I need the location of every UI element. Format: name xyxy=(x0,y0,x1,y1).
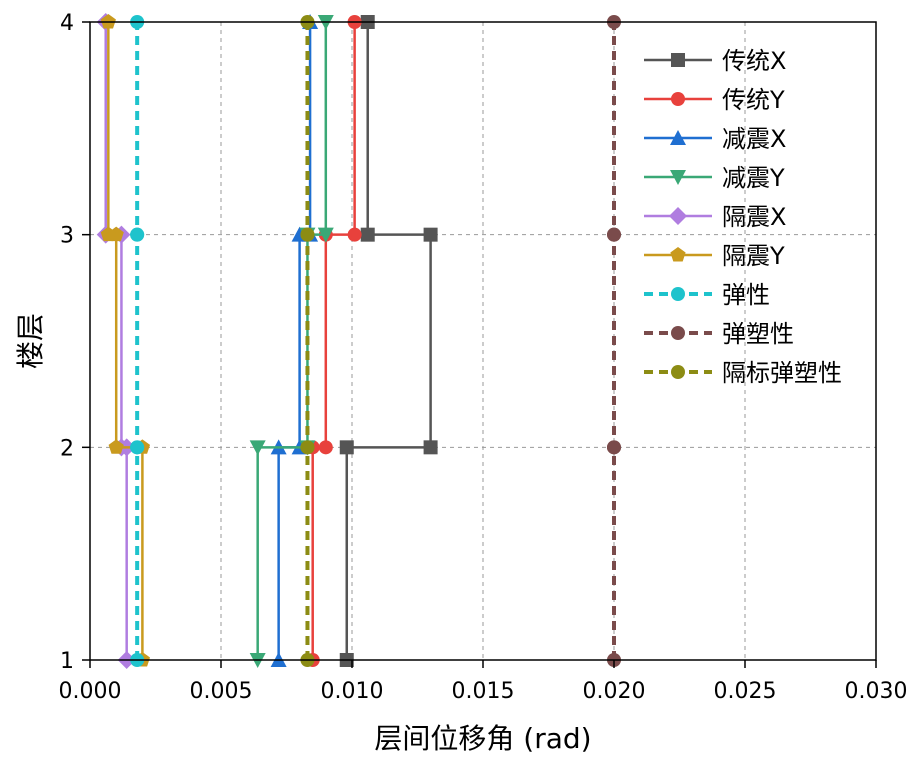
series-line xyxy=(311,22,356,660)
series-layer xyxy=(96,13,621,669)
legend-marker xyxy=(671,287,685,301)
data-point xyxy=(317,227,334,243)
data-point xyxy=(339,440,354,455)
legend-item-5: 隔震X xyxy=(644,203,786,231)
x-tick-label: 0.015 xyxy=(452,679,515,704)
series-2 xyxy=(305,15,362,667)
series-4 xyxy=(249,15,334,668)
data-point xyxy=(607,440,621,455)
legend-item-3: 减震X xyxy=(644,125,786,153)
legend-marker xyxy=(669,207,687,225)
legend-item-8: 弹塑性 xyxy=(644,320,794,348)
x-tick-label: 0.000 xyxy=(59,679,122,704)
x-tick-label: 0.025 xyxy=(714,679,777,704)
series-7 xyxy=(130,15,145,667)
data-point xyxy=(249,440,266,456)
legend-marker xyxy=(670,130,686,145)
series-1 xyxy=(339,15,438,667)
series-3 xyxy=(270,14,319,667)
legend-item-1: 传统X xyxy=(644,47,786,75)
legend-label: 减震X xyxy=(722,125,786,153)
legend-marker xyxy=(671,53,685,67)
y-tick-label: 4 xyxy=(60,11,74,36)
series-6 xyxy=(100,14,151,667)
legend-label: 弹塑性 xyxy=(722,320,794,348)
data-point xyxy=(423,440,438,455)
y-tick-label: 1 xyxy=(60,649,74,674)
data-point xyxy=(360,227,375,242)
x-axis-label: 层间位移角 (rad) xyxy=(374,722,591,755)
y-axis-label: 楼层 xyxy=(14,313,47,369)
legend-marker xyxy=(670,247,686,262)
axes-layer: 0.000 0.005 0.010 0.015 0.020 0.025 0.030 1 2 3 4 xyxy=(59,11,908,704)
legend-label: 传统Y xyxy=(722,86,785,114)
legend-marker xyxy=(671,365,685,379)
legend-item-6: 隔震Y xyxy=(644,242,785,270)
legend-marker xyxy=(671,92,685,106)
series-line xyxy=(256,22,328,660)
x-tick-label: 0.010 xyxy=(321,679,384,704)
series-line xyxy=(107,22,144,660)
x-tick-label: 0.020 xyxy=(583,679,646,704)
legend-label: 隔震Y xyxy=(722,242,785,270)
series-line xyxy=(104,22,128,660)
legend-label: 弹性 xyxy=(722,281,770,309)
data-point xyxy=(108,439,124,454)
data-point xyxy=(423,227,438,242)
legend-item-4: 减震Y xyxy=(644,164,785,192)
data-point xyxy=(130,227,145,242)
legend-label: 传统X xyxy=(722,47,786,75)
data-point xyxy=(607,227,621,242)
series-line xyxy=(277,22,312,660)
data-point xyxy=(300,440,315,455)
data-point xyxy=(130,440,145,455)
data-point xyxy=(100,14,116,29)
series-8 xyxy=(607,15,621,667)
series-line xyxy=(345,22,432,660)
data-point xyxy=(100,226,116,242)
series-9 xyxy=(300,15,315,667)
legend-label: 隔震X xyxy=(722,203,786,231)
legend-marker xyxy=(671,326,685,340)
legend-marker xyxy=(670,170,686,185)
legend-item-2: 传统Y xyxy=(644,86,785,114)
legend-label: 减震Y xyxy=(722,164,785,192)
legend-item-9: 隔标弹塑性 xyxy=(644,359,842,387)
x-tick-label: 0.005 xyxy=(190,679,253,704)
legend-item-7: 弹性 xyxy=(644,281,770,309)
data-point xyxy=(318,440,333,455)
x-tick-label: 0.030 xyxy=(845,679,908,704)
data-point xyxy=(347,227,362,242)
y-tick-label: 2 xyxy=(60,436,74,461)
data-point xyxy=(300,227,315,242)
y-tick-label: 3 xyxy=(60,224,74,249)
legend-label: 隔标弹塑性 xyxy=(722,359,842,387)
